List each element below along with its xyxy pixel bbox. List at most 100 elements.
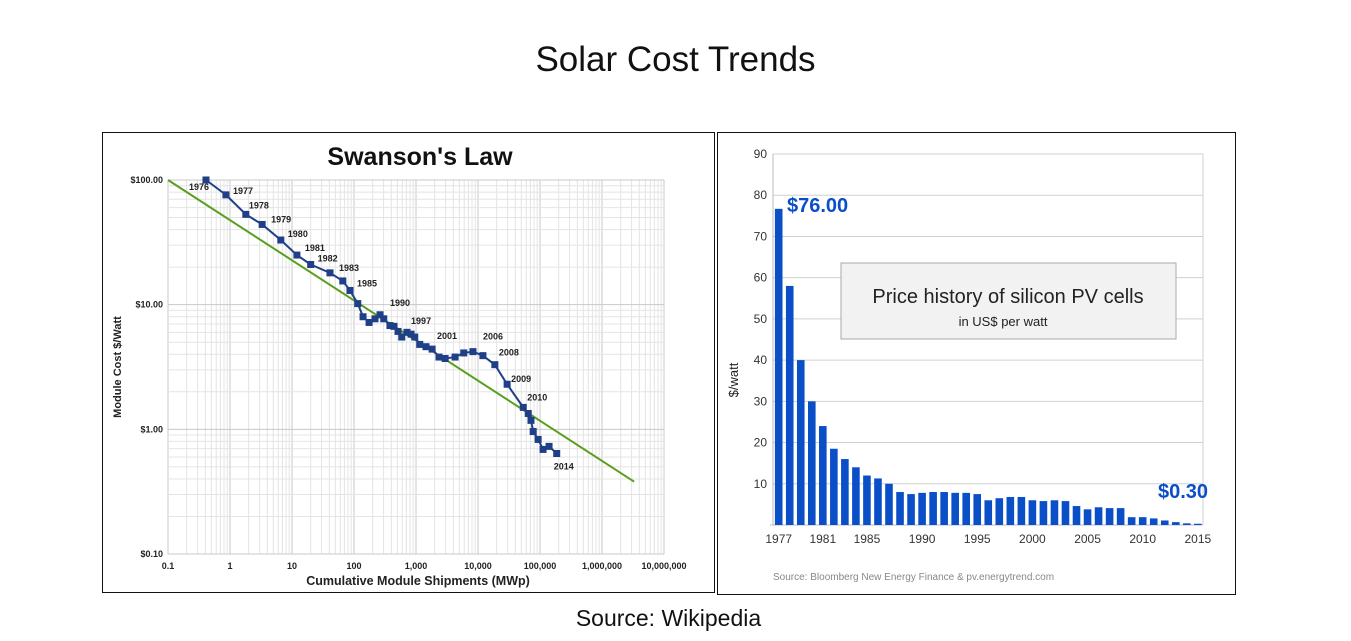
bar-1985 [863,475,871,525]
y-tick-label: 70 [754,229,768,243]
swanson-chart-frame [102,132,715,593]
year-label: 1979 [271,214,291,224]
data-point [403,328,411,336]
bar-2002 [1050,500,1059,525]
year-label: 2006 [483,332,503,342]
bar-2010 [1138,517,1147,525]
year-label: 2009 [511,374,531,384]
year-label: 1981 [305,243,325,253]
data-point [441,354,449,362]
bar-2015 [1194,523,1202,525]
y-tick-label: $0.10 [140,549,163,559]
data-point [398,333,406,341]
swanson-gridlines [167,179,665,555]
pv-price-chart: 10 20 30 40 50 60 70 80 90 1977 1981 1985 1990 1995 20… [726,147,1212,583]
bar-2000 [1028,500,1037,525]
bar-1997 [995,498,1004,525]
data-point [365,318,373,326]
x-tick-label: 1981 [809,532,836,546]
data-point [460,349,468,357]
x-tick-label: 1985 [854,532,881,546]
slide-title: Solar Cost Trends [535,40,816,79]
bar-1999 [1017,496,1026,525]
data-point [376,311,384,319]
y-tick-label: 20 [754,436,768,450]
y-tick-label: 80 [754,188,768,202]
data-point [524,409,532,417]
y-tick-label: 90 [754,147,768,161]
bar-2013 [1171,522,1180,525]
y-tick-label: 40 [754,353,768,367]
data-point [435,353,443,361]
year-label: 1997 [411,316,431,326]
year-label: 1985 [357,278,377,288]
bar-2009 [1127,517,1136,525]
data-point [293,251,301,259]
bar-1984 [852,467,860,525]
data-point [242,210,250,218]
x-tick-label: 2010 [1129,532,1156,546]
swanson-x-axis-title: Cumulative Module Shipments (MWp) [306,574,530,588]
bar-2014 [1183,523,1191,525]
data-point [359,313,367,321]
bar-1978 [785,285,794,525]
bar-1987 [885,483,893,525]
x-tick-label: 0.1 [162,561,175,571]
year-label: 1990 [390,298,410,308]
x-tick-label: 10,000 [464,561,492,571]
data-point [346,286,354,294]
data-point [503,380,511,388]
year-label: 1982 [318,253,338,263]
bar-2004 [1072,506,1081,525]
data-point [527,416,535,424]
x-tick-label: 2015 [1184,532,1211,546]
data-point [307,260,315,268]
bar-1994 [962,492,971,525]
bar-1980 [807,401,816,525]
data-point [428,345,436,353]
bar-1991 [929,492,937,525]
bar-1993 [951,492,959,525]
x-tick-label: 2000 [1019,532,1046,546]
bar-1982 [830,448,838,525]
year-label: 1980 [288,229,308,239]
bar-2001 [1039,501,1048,525]
bar-1995 [973,494,982,525]
data-point [553,449,561,457]
x-tick-label: 1,000 [405,561,428,571]
data-point [416,340,424,348]
data-point [451,353,459,361]
x-tick-label: 1 [227,561,232,571]
data-point [545,442,553,450]
bar-1983 [841,459,849,525]
x-tick-label: 1,000,000 [582,561,622,571]
pv-annotation-end: $0.30 [1158,481,1208,503]
bar-2006 [1094,507,1103,525]
data-point [479,352,487,360]
y-tick-label: 50 [754,312,768,326]
data-point [326,269,334,277]
y-tick-label: 60 [754,271,768,285]
x-tick-label: 1990 [909,532,936,546]
bar-1992 [940,492,948,525]
year-label: 1983 [339,263,359,273]
bar-1986 [874,478,882,525]
data-point [519,403,527,411]
data-point [386,322,394,330]
bar-2011 [1149,518,1158,525]
x-tick-label: 10,000,000 [641,561,686,571]
data-point [469,348,477,356]
data-point [407,330,415,338]
bar-1998 [1006,496,1015,525]
data-point [202,176,210,184]
data-point [529,428,537,436]
data-point [354,300,362,308]
y-tick-label: $100.00 [130,175,163,185]
year-label: 2014 [554,461,574,471]
x-tick-label: 100,000 [524,561,557,571]
data-point [277,236,285,244]
bar-2005 [1083,509,1092,525]
slide-source: Source: Wikipedia [0,605,1351,632]
year-label: 1977 [233,186,253,196]
